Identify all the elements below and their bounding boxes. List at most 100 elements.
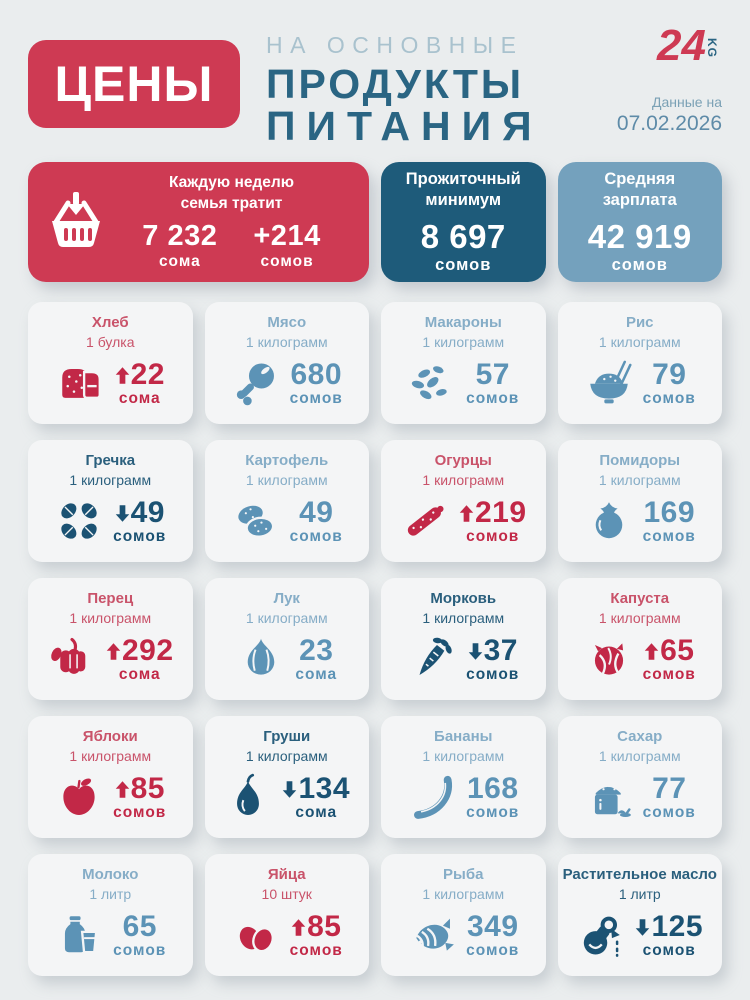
cabbage-icon	[584, 634, 634, 684]
trend-arrow-icon	[459, 504, 474, 522]
product-row: 85 сомов	[28, 772, 193, 822]
price-unit: сомов	[113, 528, 167, 545]
product-row: 168 сомов	[381, 772, 546, 822]
product-name: Мясо	[267, 314, 307, 331]
product-name: Перец	[87, 590, 134, 607]
pasta-icon	[407, 358, 457, 408]
product-row: 49 сомов	[205, 496, 370, 546]
product-price: 349	[466, 910, 519, 943]
product-quantity: 1 килограмм	[598, 334, 681, 350]
product-quantity: 1 килограмм	[598, 610, 681, 626]
product-card: Рис 1 килограмм 79 сомов	[557, 302, 723, 424]
price-unit: сомов	[642, 666, 696, 683]
product-quantity: 1 килограмм	[422, 886, 505, 902]
product-price: 134	[298, 772, 351, 805]
date-value: 07.02.2026	[616, 112, 722, 135]
product-card: Огурцы 1 килограмм 219 сомов	[381, 440, 546, 562]
product-card: Растительное масло 1 литр 125 сомов	[557, 854, 723, 976]
product-price: 57	[475, 358, 510, 391]
weekly-change-block: +214 сомов	[253, 220, 320, 271]
page-title: НА ОСНОВНЫЕ ПРОДУКТЫ ПИТАНИЯ	[266, 32, 543, 148]
pepper-icon	[47, 634, 97, 684]
product-price: 125	[651, 910, 704, 943]
product-name: Молоко	[82, 866, 139, 883]
date-label: Данные на	[652, 94, 722, 110]
product-price: 49	[130, 496, 165, 529]
product-grid: Хлеб 1 булка 22 сома Мясо 1 килограмм 68…	[28, 302, 722, 976]
price-block: 57 сомов	[466, 358, 519, 408]
price-line: 349	[466, 910, 519, 944]
product-price: 65	[122, 910, 157, 943]
product-quantity: 1 литр	[89, 886, 132, 902]
banana-icon	[407, 772, 457, 822]
price-line: 134	[282, 772, 350, 806]
product-price: 49	[299, 496, 334, 529]
product-row: 169 сомов	[558, 496, 723, 546]
product-name: Рис	[625, 314, 654, 331]
logo-kg-suffix: KG	[705, 38, 719, 58]
price-unit: сомов	[642, 528, 696, 545]
subsistence-unit: сомов	[435, 256, 492, 275]
product-row: 23 сома	[205, 634, 370, 684]
price-block: 49 сомов	[290, 496, 343, 546]
price-block: 65 сомов	[643, 634, 696, 684]
trend-arrow-icon	[468, 642, 482, 660]
trend-arrow-icon	[636, 918, 650, 936]
product-row: 49 сомов	[28, 496, 193, 546]
product-quantity: 1 килограмм	[598, 748, 681, 764]
product-name: Хлеб	[91, 314, 129, 331]
product-row: 79 сомов	[558, 358, 723, 408]
product-row: 292 сома	[28, 634, 193, 684]
price-unit: сомов	[466, 528, 520, 545]
price-unit: сомов	[466, 390, 520, 407]
product-row: 65 сомов	[558, 634, 723, 684]
price-block: 169 сомов	[643, 496, 696, 546]
product-name: Растительное масло	[562, 866, 717, 883]
product-quantity: 10 штук	[261, 886, 312, 902]
product-price: 37	[483, 634, 518, 667]
product-card: Макароны 1 килограмм 57 сомов	[381, 302, 546, 424]
trend-arrow-icon	[106, 642, 121, 660]
price-unit: сомов	[113, 804, 167, 821]
title-subtitle: НА ОСНОВНЫЕ	[266, 32, 524, 58]
salary-label-line2: зарплата	[602, 191, 677, 209]
price-unit: сомов	[113, 942, 167, 959]
logo-24kg: 24 KG	[657, 21, 719, 70]
weekly-label-line2: семья тратит	[180, 194, 283, 212]
price-line: 23	[295, 634, 337, 668]
product-name: Груши	[263, 728, 311, 745]
product-row: 22 сома	[28, 358, 193, 408]
subsistence-amount: 8 697	[420, 218, 506, 256]
price-block: 349 сомов	[466, 910, 519, 960]
product-row: 125 сомов	[558, 910, 723, 960]
product-quantity: 1 килограмм	[69, 610, 152, 626]
price-block: 49 сомов	[113, 496, 166, 546]
price-line: 680	[290, 358, 343, 392]
price-block: 85 сомов	[113, 772, 166, 822]
trend-arrow-icon	[291, 918, 306, 936]
product-quantity: 1 килограмм	[422, 748, 505, 764]
product-quantity: 1 килограмм	[422, 610, 505, 626]
product-name: Морковь	[430, 590, 497, 607]
trend-arrow-icon	[283, 780, 297, 798]
price-block: 79 сомов	[643, 358, 696, 408]
price-line: 85	[113, 772, 166, 806]
product-quantity: 1 килограмм	[245, 748, 328, 764]
bread-icon	[56, 358, 106, 408]
trend-arrow-icon	[644, 642, 659, 660]
product-row: 134 сома	[205, 772, 370, 822]
product-card: Гречка 1 килограмм 49 сомов	[28, 440, 193, 562]
product-card: Лук 1 килограмм 23 сома	[204, 578, 370, 700]
product-card: Помидоры 1 килограмм 169 сомов	[557, 440, 723, 562]
product-name: Помидоры	[599, 452, 681, 469]
salary-amount: 42 919	[587, 218, 692, 256]
sugar-icon	[584, 772, 634, 822]
product-name: Капуста	[610, 590, 670, 607]
product-row: 65 сомов	[28, 910, 193, 960]
weekly-change-unit: сомов	[260, 252, 314, 270]
logo-number: 24	[657, 21, 706, 70]
weekly-amount-block: 7 232 сома	[142, 220, 217, 271]
title-line-products: ПРОДУКТЫ	[266, 61, 525, 107]
product-card: Груши 1 килограмм 134 сома	[204, 716, 370, 838]
price-unit: сомов	[466, 666, 520, 683]
